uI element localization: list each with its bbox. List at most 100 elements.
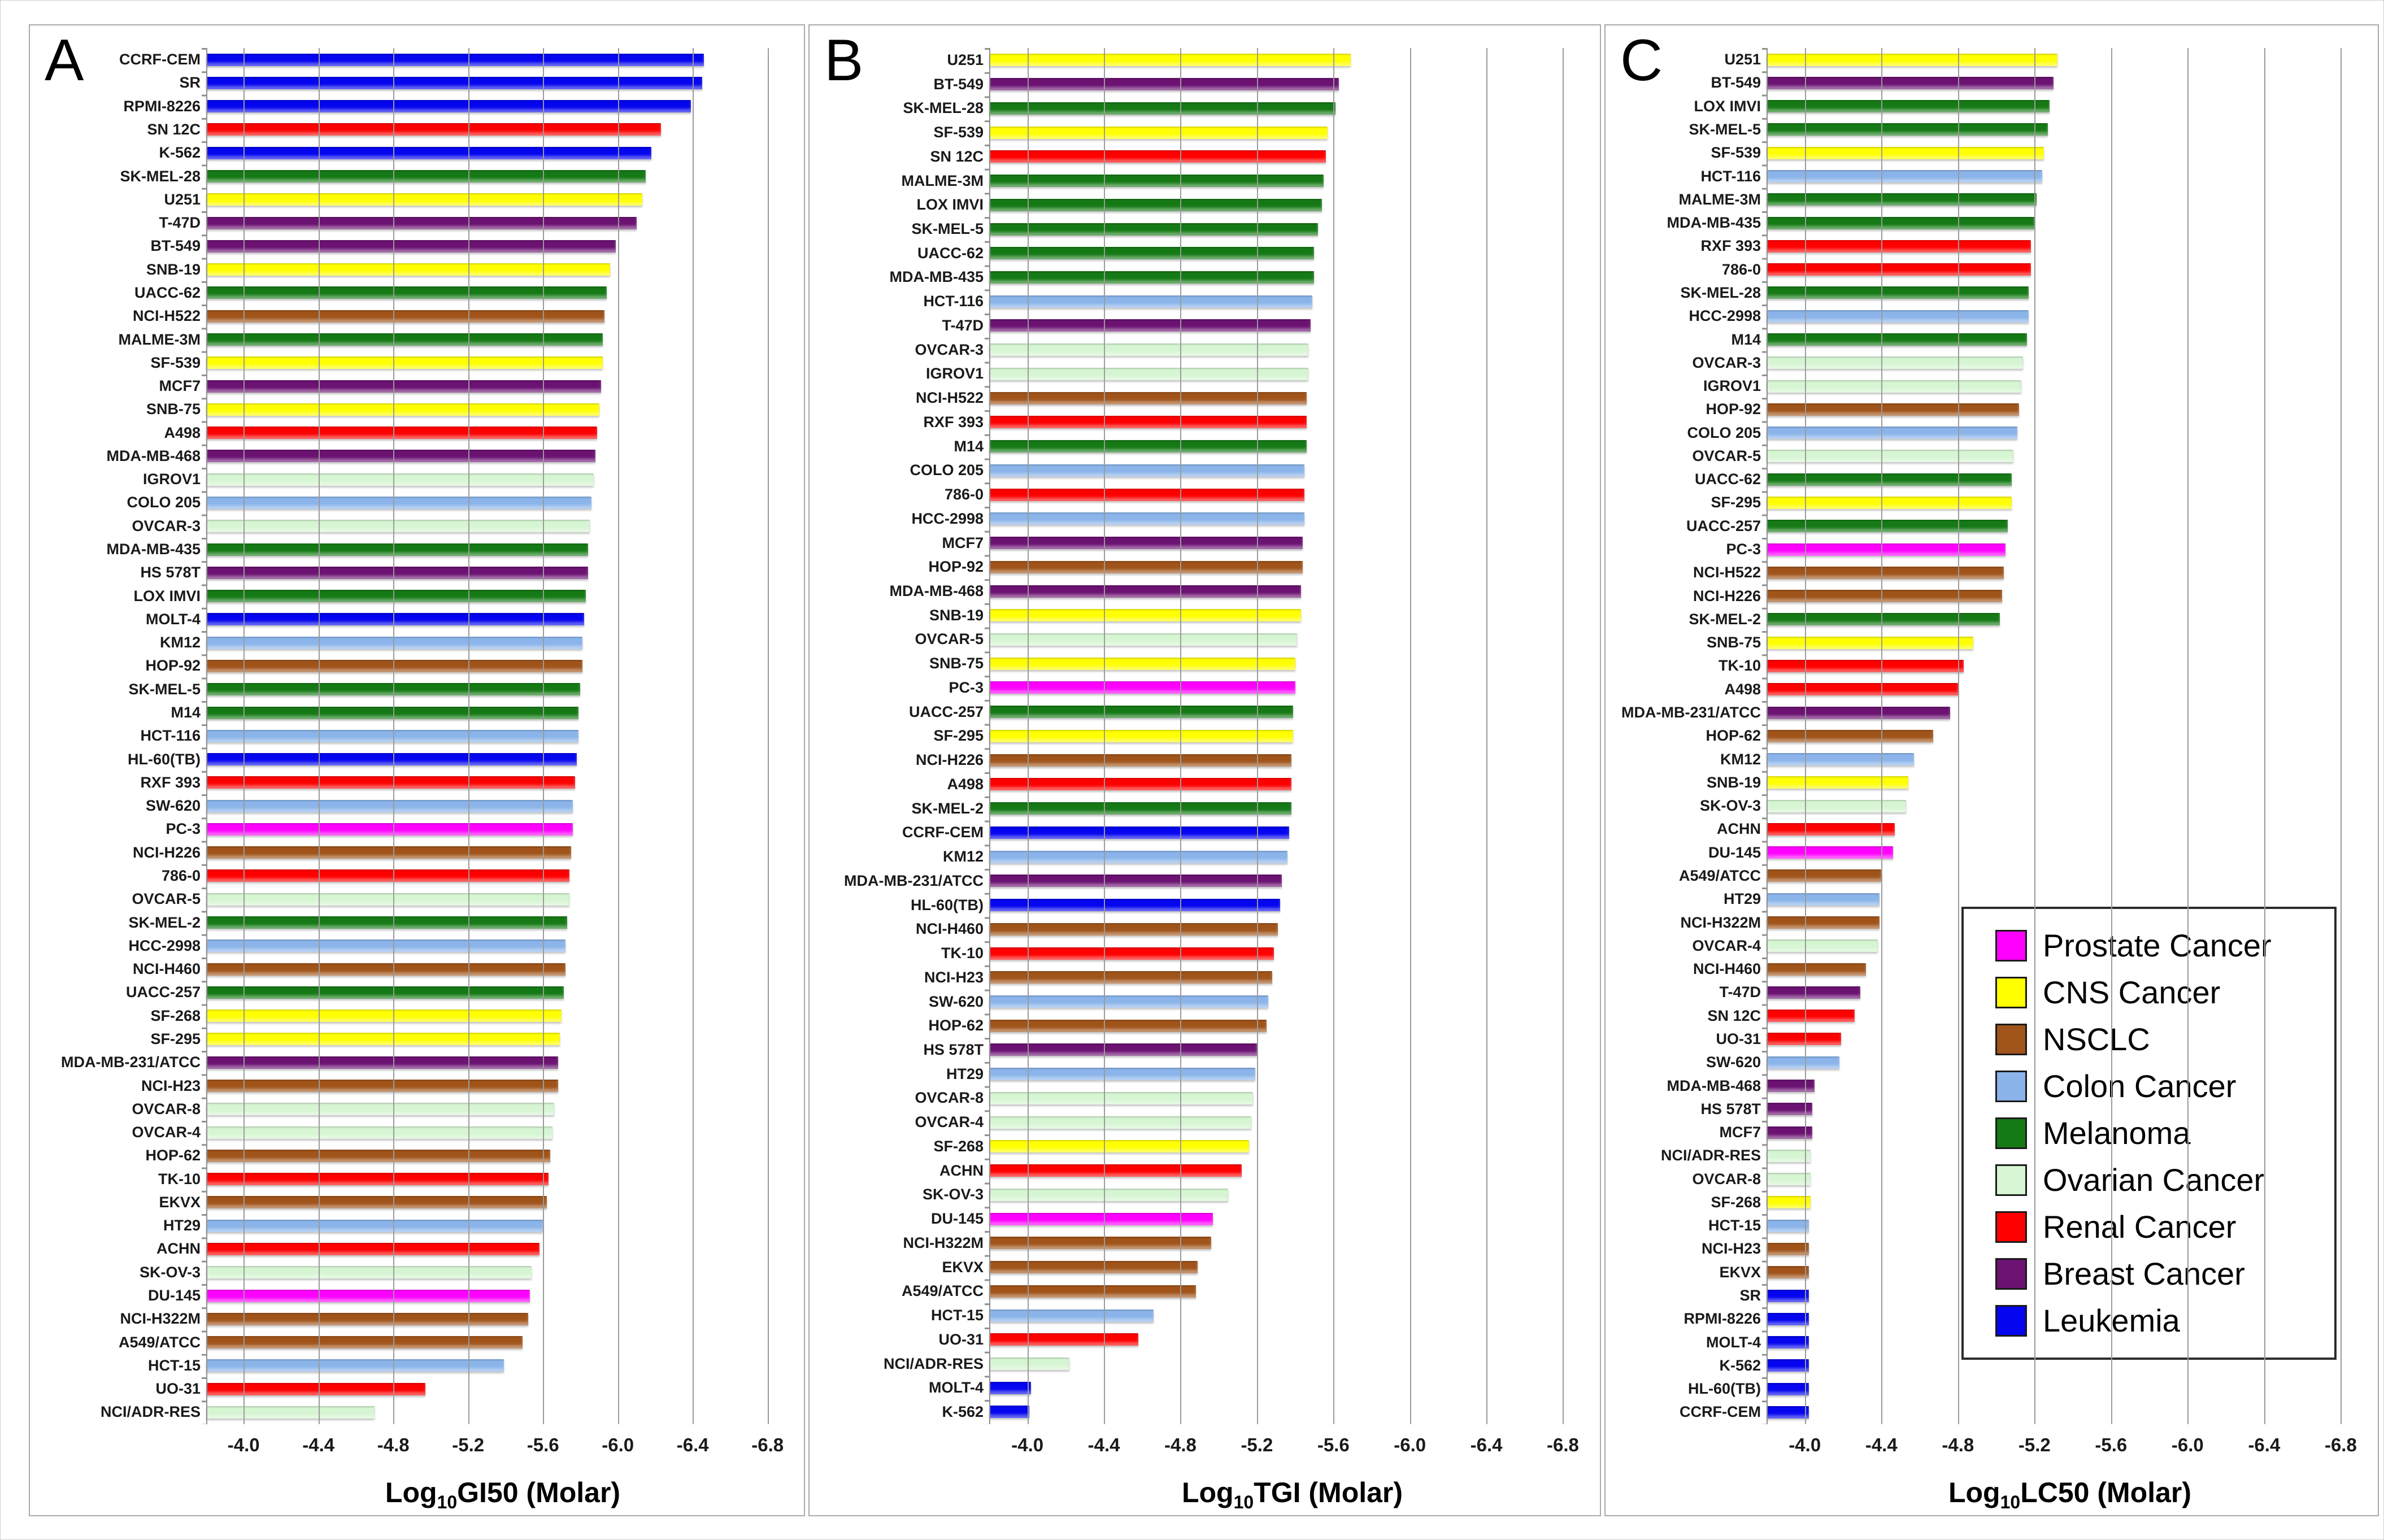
cell-line-label: MALME-3M xyxy=(901,172,984,189)
value-bar xyxy=(989,1188,1229,1201)
value-bar xyxy=(1767,1336,1809,1349)
bar-row: LOX IMVI xyxy=(36,584,799,607)
legend-item: NSCLC xyxy=(1995,1024,2329,1055)
bar-row: HS 578T xyxy=(36,561,799,584)
value-bar xyxy=(989,1358,1070,1371)
x-tick-label: -6.8 xyxy=(1547,1434,1579,1455)
cell-line-label: CCRF-CEM xyxy=(902,824,984,841)
cell-line-label: SK-MEL-5 xyxy=(1689,120,1761,138)
bar-row: HT29 xyxy=(1611,888,2373,911)
legend-swatch-icon xyxy=(1995,1024,2027,1055)
bar-row: MCF7 xyxy=(36,375,799,398)
cell-line-label: SNB-75 xyxy=(146,401,201,418)
legend-item: Colon Cancer xyxy=(1995,1071,2329,1102)
bar-row: KM12 xyxy=(36,631,799,654)
value-bar xyxy=(989,512,1305,525)
bar-row: HT29 xyxy=(815,1062,1595,1086)
cell-line-label: K-562 xyxy=(1719,1356,1761,1374)
bar-row: T-47D xyxy=(36,211,799,234)
value-bar xyxy=(1767,963,1867,976)
x-tick-label: -5.2 xyxy=(452,1434,485,1455)
bar-track xyxy=(989,1086,1595,1111)
cell-line-label: 786-0 xyxy=(1721,260,1761,278)
bar-track xyxy=(1767,771,2373,794)
bar-track xyxy=(989,869,1595,893)
bar-track xyxy=(206,515,799,538)
bar-track xyxy=(1767,934,2373,958)
bar-track xyxy=(206,1354,799,1377)
cell-line-label: T-47D xyxy=(159,214,201,232)
value-bar xyxy=(206,1173,549,1186)
value-bar xyxy=(206,1196,547,1209)
bar-track xyxy=(1767,375,2373,398)
value-bar xyxy=(1767,1196,1811,1209)
value-bar xyxy=(989,198,1322,211)
x-tick-label: -5.2 xyxy=(2018,1434,2051,1455)
bar-row: UACC-62 xyxy=(36,281,799,304)
legend-swatch-icon xyxy=(1995,1258,2027,1290)
cell-line-label: LOX IMVI xyxy=(133,587,201,604)
bar-row: PC-3 xyxy=(36,817,799,841)
legend-item: CNS Cancer xyxy=(1995,977,2329,1008)
bar-row: HS 578T xyxy=(1611,1098,2373,1121)
bar-track xyxy=(206,911,799,934)
cell-line-label: OVCAR-3 xyxy=(915,341,984,358)
bar-track xyxy=(206,1004,799,1028)
bar-track xyxy=(1767,794,2373,817)
cell-line-label: HCT-15 xyxy=(1708,1217,1761,1234)
bar-track xyxy=(206,1284,799,1307)
bar-track xyxy=(989,797,1595,821)
x-tick-label: -4.4 xyxy=(1087,1434,1120,1455)
value-bar xyxy=(1767,916,1880,929)
bar-track xyxy=(206,445,799,468)
bar-track xyxy=(1767,538,2373,561)
bar-track xyxy=(206,654,799,677)
bar-track xyxy=(989,1231,1595,1255)
value-bar xyxy=(206,356,603,369)
bar-row: SW-620 xyxy=(36,794,799,817)
bar-track xyxy=(989,96,1595,120)
value-bar xyxy=(1767,1149,1811,1162)
bar-track xyxy=(1767,841,2373,864)
cell-line-label: UACC-257 xyxy=(908,703,984,720)
value-bar xyxy=(1767,753,1914,766)
cell-line-label: HCT-116 xyxy=(1700,167,1761,185)
bar-row: A549/ATCC xyxy=(36,1330,799,1354)
bar-track xyxy=(1767,1168,2373,1191)
bar-row: COLO 205 xyxy=(815,458,1595,482)
value-bar xyxy=(1767,566,2004,579)
bar-track xyxy=(989,434,1595,459)
value-bar xyxy=(1767,310,2029,323)
value-bar xyxy=(206,636,582,649)
y-axis-tick-marks xyxy=(202,48,206,1424)
cell-line-label: BT-549 xyxy=(933,75,984,93)
value-bar xyxy=(989,971,1272,984)
bar-track xyxy=(989,410,1595,434)
legend-label: Ovarian Cancer xyxy=(2043,1162,2265,1198)
panel-letter-c: C xyxy=(1620,28,1663,93)
bar-track xyxy=(989,217,1595,241)
value-bar xyxy=(1767,263,2031,276)
value-bar xyxy=(206,1126,553,1139)
cell-line-label: DU-145 xyxy=(147,1287,201,1304)
bar-track xyxy=(989,1376,1595,1400)
bar-track xyxy=(1767,445,2373,468)
bar-track xyxy=(989,458,1595,482)
cell-line-label: RPMI-8226 xyxy=(1683,1310,1761,1328)
bar-track xyxy=(1767,1377,2373,1400)
value-bar xyxy=(1767,1219,1809,1232)
bar-track xyxy=(206,958,799,981)
value-bar xyxy=(206,1056,558,1069)
value-bar xyxy=(989,391,1307,404)
cell-line-label: OVCAR-8 xyxy=(132,1100,201,1117)
cell-line-label: CCRF-CEM xyxy=(119,51,201,68)
bar-row: TK-10 xyxy=(1611,654,2373,677)
cell-line-label: MDA-MB-468 xyxy=(106,447,201,464)
value-bar xyxy=(206,310,605,323)
bar-track xyxy=(989,724,1595,749)
cell-line-label: SF-295 xyxy=(933,727,984,745)
bar-row: RXF 393 xyxy=(36,771,799,794)
cell-line-label: SNB-75 xyxy=(1706,634,1761,651)
bar-row: MOLT-4 xyxy=(815,1376,1595,1400)
cell-line-label: SNB-19 xyxy=(1706,773,1761,791)
